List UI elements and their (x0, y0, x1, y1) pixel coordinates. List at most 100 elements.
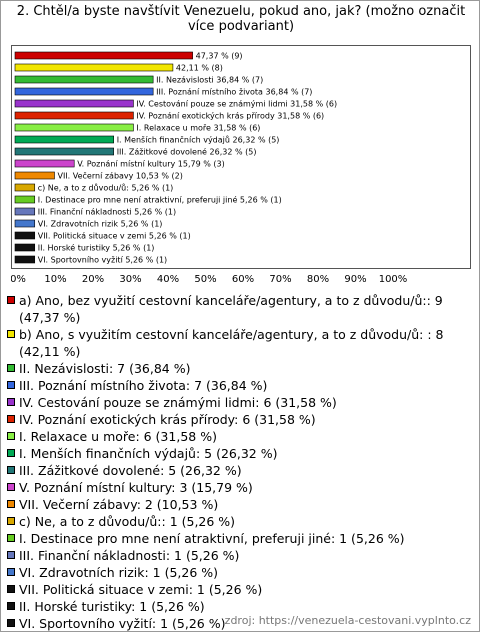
bar-label: VI. Zdravotních rizik 5,26 % (1) (38, 220, 163, 229)
bar (14, 135, 114, 144)
legend-entry: III. Zážitkové dovolené: 5 (26,32 %) (7, 462, 473, 479)
x-tick-label: 10% (44, 274, 66, 285)
legend-label: III. Poznání místního života: 7 (36,84 %… (19, 378, 268, 393)
bar-label: II. Horské turistiky 5,26 % (1) (38, 243, 155, 253)
x-tick-label: 90% (344, 274, 366, 285)
bar-label: c) Ne, a to z důvodu/ů: 5,26 % (1) (38, 183, 174, 193)
x-tick-label: 30% (119, 274, 141, 285)
bar-label: I. Menších finančních výdajů 26,32 % (5) (117, 135, 280, 145)
legend-entry: II. Horské turistiky: 1 (5,26 %) (7, 598, 473, 615)
legend-label: I. Menších finančních výdajů: 5 (26,32 %… (19, 446, 278, 461)
legend-swatch (7, 619, 15, 627)
bar (14, 243, 36, 252)
chart-title: 2. Chtěl/a byste navštívit Venezuelu, po… (16, 4, 466, 34)
legend-label: b) Ano, s využitím cestovní kanceláře/ag… (19, 327, 444, 359)
legend-entry: I. Relaxace u moře: 6 (31,58 %) (7, 428, 473, 445)
legend-entry: c) Ne, a to z důvodu/ů:: 1 (5,26 %) (7, 513, 473, 530)
legend-entry: VII. Večerní zábavy: 2 (10,53 %) (7, 496, 473, 513)
legend-swatch (7, 415, 15, 423)
legend-label: V. Poznání místní kultury: 3 (15,79 %) (19, 480, 253, 495)
x-tick-label: 20% (82, 274, 104, 285)
legend-label: II. Nezávislosti: 7 (36,84 %) (19, 361, 191, 376)
chart: 0% 10% 20% 30% 40% 50% 60% 70% 80% 90% 100% 47,37 %… (11, 45, 471, 285)
legend-entry: VI. Zdravotních rizik: 1 (5,26 %) (7, 564, 473, 581)
legend-entry: IV. Poznání exotických krás přírody: 6 (… (7, 411, 473, 428)
legend-entry: III. Poznání místního života: 7 (36,84 %… (7, 377, 473, 394)
legend-entry: VI. Sportovního vyžití: 1 (5,26 %) (7, 615, 473, 632)
source-note: zdroj: https://venezuela-cestovani.vypln… (224, 614, 471, 627)
legend-label: III. Finanční nákladnosti: 1 (5,26 %) (19, 548, 240, 563)
legend-entry: b) Ano, s využitím cestovní kanceláře/ag… (7, 326, 473, 360)
bar-label: V. Poznání místní kultury 15,79 % (3) (77, 160, 225, 169)
legend-entry: VII. Politická situace v zemi: 1 (5,26 %… (7, 581, 473, 598)
legend-swatch (7, 330, 15, 338)
bar (14, 219, 36, 228)
bar-label: 42,11 % (8) (176, 64, 223, 73)
x-tick-label: 40% (157, 274, 179, 285)
legend-swatch (7, 466, 15, 474)
bar-label: III. Poznání místního života 36,84 % (7) (156, 88, 312, 97)
bar-label: VII. Politická situace v zemi 5,26 % (1) (38, 232, 191, 241)
legend-entry: V. Poznání místní kultury: 3 (15,79 %) (7, 479, 473, 496)
legend-swatch (7, 398, 15, 406)
bar (14, 123, 134, 132)
legend-swatch (7, 568, 15, 576)
legend-entry: I. Menších finančních výdajů: 5 (26,32 %… (7, 445, 473, 462)
x-tick-label: 80% (307, 274, 329, 285)
bar (14, 63, 174, 72)
bar (14, 159, 75, 168)
bar (14, 99, 134, 108)
legend-swatch (7, 449, 15, 457)
legend-swatch (7, 517, 15, 525)
legend-swatch (7, 602, 15, 610)
x-tick-label: 70% (269, 274, 291, 285)
legend-entry: III. Finanční nákladnosti: 1 (5,26 %) (7, 547, 473, 564)
bar (14, 171, 55, 180)
bar (14, 111, 134, 120)
legend-entry: a) Ano, bez využití cestovní kanceláře/a… (7, 292, 473, 326)
legend-entry: I. Destinace pro mne není atraktivní, pr… (7, 530, 473, 547)
legend-label: VII. Politická situace v zemi: 1 (5,26 %… (19, 582, 263, 597)
legend-swatch (7, 381, 15, 389)
legend-label: VI. Zdravotních rizik: 1 (5,26 %) (19, 565, 219, 580)
bar-label: VI. Sportovního vyžití 5,26 % (1) (38, 256, 167, 265)
bar-label: I. Destinace pro mne není atraktivní, pr… (38, 195, 282, 205)
bar-label: 47,37 % (9) (196, 52, 243, 61)
legend-swatch (7, 483, 15, 491)
legend-swatch (7, 500, 15, 508)
legend-label: I. Destinace pro mne není atraktivní, pr… (19, 531, 405, 546)
legend-swatch (7, 364, 15, 372)
bar-label: III. Zážitkové dovolené 26,32 % (5) (117, 147, 257, 157)
legend-label: IV. Poznání exotických krás přírody: 6 (… (19, 412, 316, 427)
legend-label: VII. Večerní zábavy: 2 (10,53 %) (19, 497, 219, 512)
bar-label: III. Finanční nákladnosti 5,26 % (1) (38, 207, 176, 217)
bar (14, 147, 114, 156)
legend-label: III. Zážitkové dovolené: 5 (26,32 %) (19, 463, 242, 478)
bar (14, 195, 36, 204)
bar (14, 183, 36, 192)
legend-swatch (7, 585, 15, 593)
legend-label: VI. Sportovního vyžití: 1 (5,26 %) (19, 616, 226, 631)
x-tick-label: 50% (194, 274, 216, 285)
bar (14, 75, 154, 84)
legend-swatch (7, 534, 15, 542)
legend-label: IV. Cestování pouze se známými lidmi: 6 … (19, 395, 337, 410)
bar-label: II. Nezávislosti 36,84 % (7) (156, 76, 263, 85)
x-tick-label: 100% (379, 274, 408, 285)
legend-entry: II. Nezávislosti: 7 (36,84 %) (7, 360, 473, 377)
bar-label: I. Relaxace u moře 31,58 % (6) (136, 124, 260, 133)
legend-label: II. Horské turistiky: 1 (5,26 %) (19, 599, 205, 614)
bar (14, 51, 193, 60)
bar-label: VII. Večerní zábavy 10,53 % (2) (57, 171, 182, 181)
bar (14, 255, 36, 264)
legend-label: a) Ano, bez využití cestovní kanceláře/a… (19, 293, 443, 325)
legend-label: c) Ne, a to z důvodu/ů:: 1 (5,26 %) (19, 514, 236, 529)
bar-label: IV. Cestování pouze se známými lidmi 31,… (136, 100, 337, 109)
x-tick-label: 0% (11, 274, 26, 285)
legend-label: I. Relaxace u moře: 6 (31,58 %) (19, 429, 217, 444)
bar (14, 231, 36, 240)
x-tick-label: 60% (232, 274, 254, 285)
legend-entry: IV. Cestování pouze se známými lidmi: 6 … (7, 394, 473, 411)
bar (14, 207, 36, 216)
